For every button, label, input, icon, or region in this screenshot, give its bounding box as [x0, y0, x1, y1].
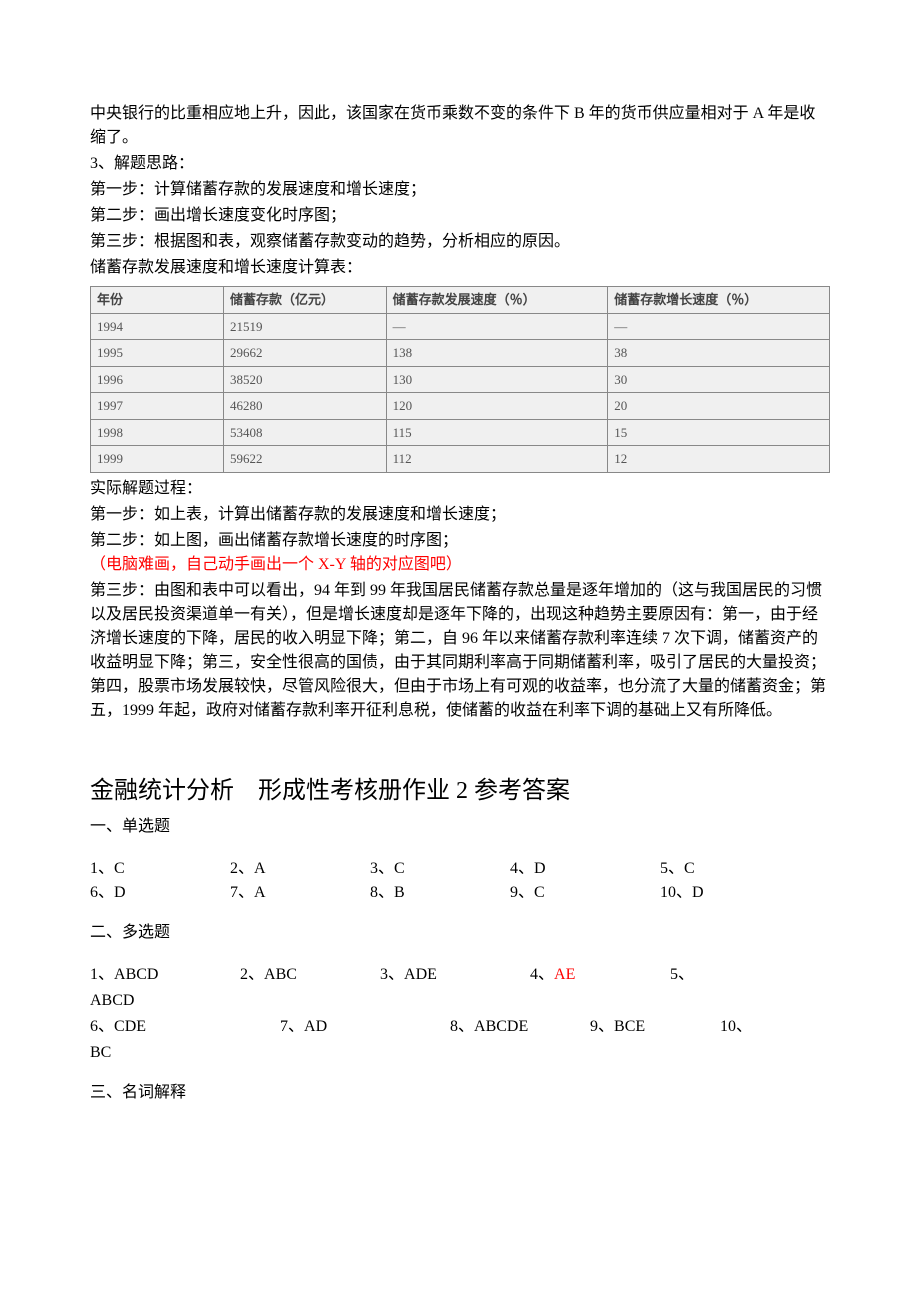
intro-step-3: 第三步：根据图和表，观察储蓄存款变动的趋势，分析相应的原因。 [90, 230, 830, 254]
answer-item: 7、A [230, 881, 370, 905]
answer-item: 5、C [660, 857, 760, 881]
single-choice-label: 一、单选题 [90, 815, 830, 839]
cell-deposit: 46280 [224, 393, 387, 420]
process-step-2-note-red: （电脑难画，自己动手画出一个 X-Y 轴的对应图吧） [90, 556, 462, 573]
cell-deposit: 21519 [224, 313, 387, 340]
answer-item: 5、 [670, 963, 730, 987]
process-step-2-text: 第二步：如上图，画出储蓄存款增长速度的时序图； [90, 532, 458, 549]
cell-dev: 112 [386, 446, 608, 473]
answer-wrap: BC [90, 1041, 830, 1065]
table-row: 1995 29662 138 38 [91, 340, 830, 367]
terms-label: 三、名词解释 [90, 1081, 830, 1105]
cell-dev: 115 [386, 419, 608, 446]
answer-item: 3、C [370, 857, 510, 881]
cell-deposit: 29662 [224, 340, 387, 367]
cell-growth: 12 [608, 446, 830, 473]
table-row: 1994 21519 — — [91, 313, 830, 340]
col-deposit: 储蓄存款（亿元） [224, 287, 387, 314]
cell-dev: 130 [386, 366, 608, 393]
process-step-1: 第一步：如上表，计算出储蓄存款的发展速度和增长速度； [90, 503, 830, 527]
cell-deposit: 38520 [224, 366, 387, 393]
cell-deposit: 59622 [224, 446, 387, 473]
cell-dev: 120 [386, 393, 608, 420]
process-step-2: 第二步：如上图，画出储蓄存款增长速度的时序图； （电脑难画，自己动手画出一个 X… [90, 529, 830, 577]
cell-year: 1999 [91, 446, 224, 473]
process-title: 实际解题过程： [90, 477, 830, 501]
intro-step-1: 第一步：计算储蓄存款的发展速度和增长速度； [90, 178, 830, 202]
col-growth-speed: 储蓄存款增长速度（％） [608, 287, 830, 314]
answer-item: 1、C [90, 857, 230, 881]
table-row: 1996 38520 130 30 [91, 366, 830, 393]
cell-dev: — [386, 313, 608, 340]
answer-item: 4、AE [530, 963, 670, 987]
table-header-row: 年份 储蓄存款（亿元） 储蓄存款发展速度（％） 储蓄存款增长速度（％） [91, 287, 830, 314]
intro-paragraph-2: 3、解题思路： [90, 152, 830, 176]
cell-dev: 138 [386, 340, 608, 367]
cell-growth: 30 [608, 366, 830, 393]
table-row: 1999 59622 112 12 [91, 446, 830, 473]
cell-growth: 38 [608, 340, 830, 367]
answer-item: 6、CDE [90, 1015, 280, 1039]
cell-growth: 15 [608, 419, 830, 446]
intro-step-2: 第二步：画出增长速度变化时序图； [90, 204, 830, 228]
cell-year: 1995 [91, 340, 224, 367]
multi-choice-answers: 1、ABCD 2、ABC 3、ADE 4、AE 5、 ABCD 6、CDE 7、… [90, 963, 830, 1065]
cell-growth: 20 [608, 393, 830, 420]
cell-year: 1997 [91, 393, 224, 420]
answer-item: 4、D [510, 857, 660, 881]
answer-item: 2、ABC [240, 963, 380, 987]
cell-growth: — [608, 313, 830, 340]
col-year: 年份 [91, 287, 224, 314]
table-row: 1998 53408 115 15 [91, 419, 830, 446]
process-step-3: 第三步：由图和表中可以看出，94 年到 99 年我国居民储蓄存款总量是逐年增加的… [90, 579, 830, 723]
multi-choice-label: 二、多选题 [90, 921, 830, 945]
homework2-title: 金融统计分析 形成性考核册作业 2 参考答案 [90, 773, 830, 809]
answer-item: 9、BCE [590, 1015, 720, 1039]
answer-item: 3、ADE [380, 963, 530, 987]
table-caption: 储蓄存款发展速度和增长速度计算表： [90, 256, 830, 280]
single-choice-answers: 1、C 2、A 3、C 4、D 5、C 6、D 7、A 8、B 9、C 10、D [90, 857, 830, 905]
answer-item: 6、D [90, 881, 230, 905]
answer-item: 7、AD [280, 1015, 450, 1039]
answer-item: 8、B [370, 881, 510, 905]
answer-item: 1、ABCD [90, 963, 240, 987]
cell-year: 1998 [91, 419, 224, 446]
answer-item: 8、ABCDE [450, 1015, 590, 1039]
table-row: 1997 46280 120 20 [91, 393, 830, 420]
cell-year: 1994 [91, 313, 224, 340]
intro-paragraph-1: 中央银行的比重相应地上升，因此，该国家在货币乘数不变的条件下 B 年的货币供应量… [90, 102, 830, 150]
savings-table: 年份 储蓄存款（亿元） 储蓄存款发展速度（％） 储蓄存款增长速度（％） 1994… [90, 286, 830, 473]
answer-wrap: ABCD [90, 989, 830, 1013]
col-dev-speed: 储蓄存款发展速度（％） [386, 287, 608, 314]
document-page: 中央银行的比重相应地上升，因此，该国家在货币乘数不变的条件下 B 年的货币供应量… [0, 0, 920, 1183]
answer-item: 2、A [230, 857, 370, 881]
answer-item: 10、D [660, 881, 760, 905]
cell-year: 1996 [91, 366, 224, 393]
answer-item: 10、 [720, 1015, 780, 1039]
cell-deposit: 53408 [224, 419, 387, 446]
answer-item: 9、C [510, 881, 660, 905]
